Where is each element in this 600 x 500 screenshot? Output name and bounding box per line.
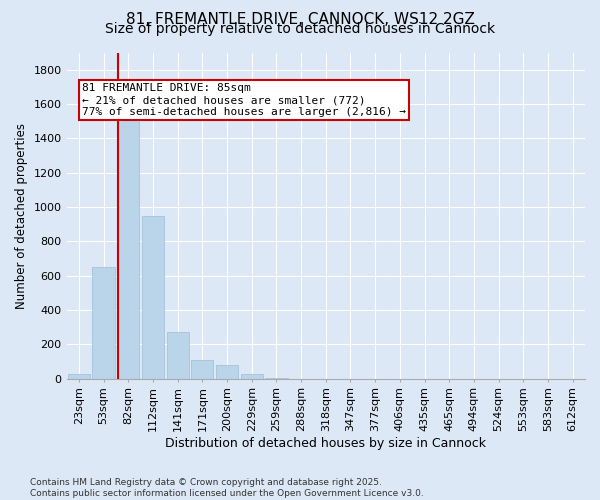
Bar (92, 267, 115, 378)
Bar (167, 332, 189, 378)
Text: Contains HM Land Registry data © Crown copyright and database right 2025.
Contai: Contains HM Land Registry data © Crown c… (30, 478, 424, 498)
Bar (142, 216, 164, 378)
Bar (216, 365, 238, 378)
Y-axis label: Number of detached properties: Number of detached properties (15, 122, 28, 308)
Text: 81 FREMANTLE DRIVE: 85sqm
← 21% of detached houses are smaller (772)
77% of semi: 81 FREMANTLE DRIVE: 85sqm ← 21% of detac… (82, 84, 406, 116)
Bar (241, 374, 263, 378)
Bar (68, 374, 90, 378)
Bar (117, 87, 139, 378)
Text: Size of property relative to detached houses in Cannock: Size of property relative to detached ho… (105, 22, 495, 36)
Bar (191, 360, 214, 378)
Text: 81, FREMANTLE DRIVE, CANNOCK, WS12 2GZ: 81, FREMANTLE DRIVE, CANNOCK, WS12 2GZ (125, 12, 475, 28)
X-axis label: Distribution of detached houses by size in Cannock: Distribution of detached houses by size … (165, 437, 486, 450)
